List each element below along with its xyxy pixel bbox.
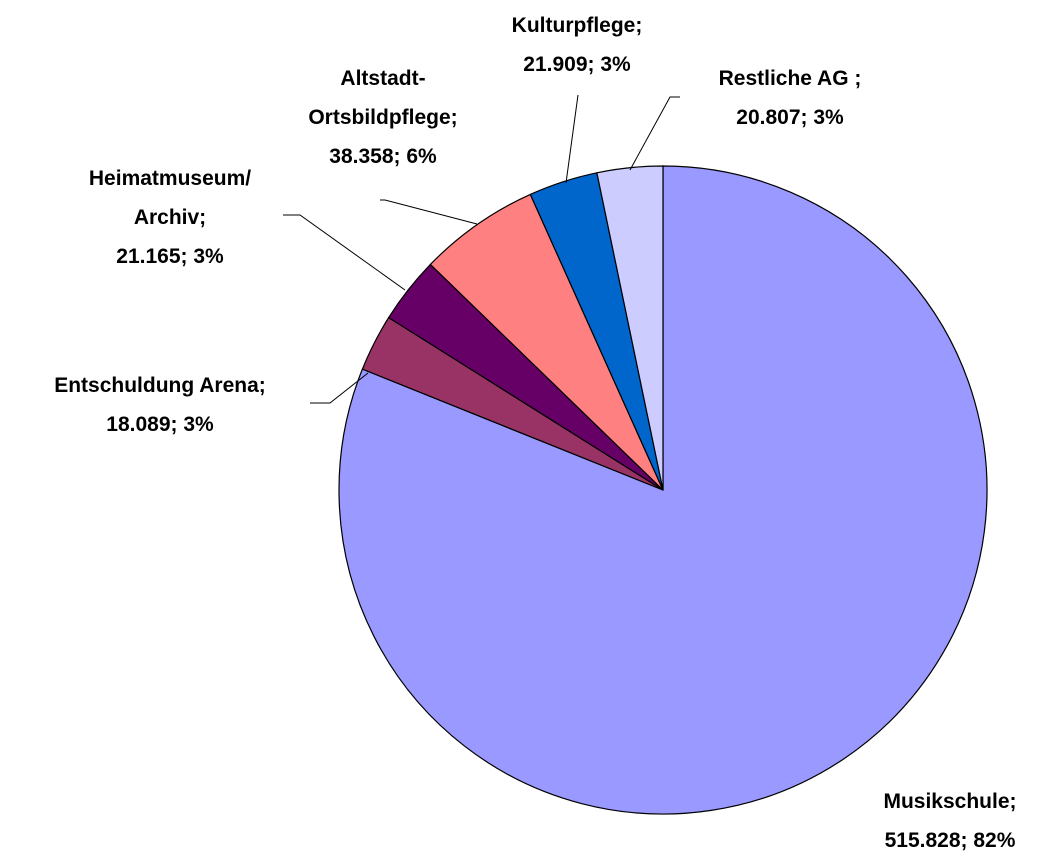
category-label: Musikschule; xyxy=(883,790,1017,813)
value-label: 515.828; 82% xyxy=(884,829,1016,852)
leader-line xyxy=(380,199,478,225)
slice-label: Entschuldung Arena; 18.089; 3% xyxy=(0,366,320,444)
pie-slice xyxy=(596,165,664,491)
slice-label: Musikschule; 515.828; 82% xyxy=(800,782,1048,860)
category-label: Entschuldung Arena; xyxy=(54,374,266,397)
category-label: Heimatmuseum/ Archiv; xyxy=(88,167,252,229)
category-label: Restliche AG ; xyxy=(718,67,862,90)
slice-label: Heimatmuseum/ Archiv; 21.165; 3% xyxy=(70,159,270,276)
leader-line xyxy=(629,96,680,171)
value-label: 21.909; 3% xyxy=(523,53,631,76)
category-label: Kulturpflege; xyxy=(511,14,643,37)
value-label: 20.807; 3% xyxy=(736,106,844,129)
leader-line xyxy=(310,372,369,404)
leader-line xyxy=(565,94,579,184)
slice-label: Restliche AG ; 20.807; 3% xyxy=(665,59,915,137)
value-label: 38.358; 6% xyxy=(329,145,437,168)
slice-label: Altstadt-Ortsbildpflege; 38.358; 6% xyxy=(273,59,493,176)
category-label: Altstadt-Ortsbildpflege; xyxy=(308,67,458,129)
slice-label: Kulturpflege; 21.909; 3% xyxy=(452,6,702,84)
pie-slice xyxy=(429,193,664,491)
value-label: 21.165; 3% xyxy=(116,245,224,268)
leader-line xyxy=(283,214,406,291)
value-label: 18.089; 3% xyxy=(106,413,214,436)
